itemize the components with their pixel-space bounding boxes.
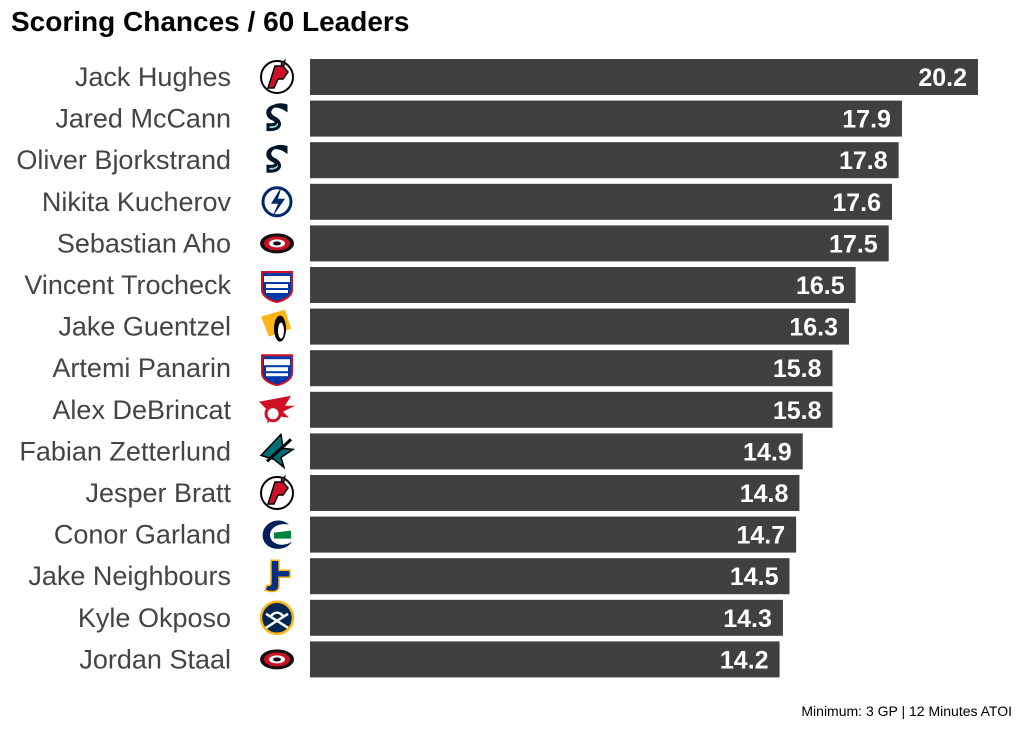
chart-caption: Minimum: 3 GP | 12 Minutes ATOI [801,703,1012,719]
data-label: 15.8 [773,397,822,425]
category-label: Jack Hughes [75,62,231,92]
chart-title: Scoring Chances / 60 Leaders [11,6,410,37]
category-label: Jordan Staal [79,644,231,674]
data-label: 14.3 [723,605,772,633]
category-label: Fabian Zetterlund [19,436,231,466]
rangers-logo [260,354,294,387]
sharks-logo [259,433,295,469]
bar [310,142,899,179]
bar [310,267,856,303]
data-label: 14.9 [743,438,792,466]
red-wings-logo [258,394,296,426]
data-label: 14.5 [730,563,779,591]
hurricanes-logo [260,649,294,670]
data-label: 17.8 [839,147,888,175]
lightning-logo [261,184,293,220]
bar [310,475,800,511]
data-label: 15.8 [773,355,822,383]
canucks-logo [262,520,292,549]
category-label: Alex DeBrincat [52,395,231,425]
data-label: 16.3 [789,314,838,342]
devils-logo [259,475,295,511]
bar [310,308,850,345]
bar [310,516,797,553]
blues-logo [264,559,291,593]
hurricanes-logo [260,233,294,254]
bar [310,225,889,262]
bar [310,100,902,137]
bar [310,558,790,595]
category-label: Jared McCann [55,104,231,134]
data-label: 20.2 [918,64,967,92]
category-label: Nikita Kucherov [42,187,232,217]
category-label: Conor Garland [54,520,231,550]
bar [310,641,780,678]
data-label: 14.7 [736,522,785,550]
bar [310,183,893,220]
category-label: Sebastian Aho [57,228,231,258]
bar [310,433,803,470]
bar [310,350,833,387]
penguins-logo [261,309,291,342]
kraken-logo [266,144,288,173]
bar [310,59,978,95]
category-label: Jake Neighbours [28,561,231,591]
category-label: Vincent Trocheck [24,270,231,300]
bar [310,599,783,636]
category-label: Jesper Bratt [85,478,231,508]
data-label: 17.5 [829,230,878,258]
sabres-logo [259,600,295,636]
bar-chart: Jack Hughes 20.2 Jared McCann 17.9 Oliver Bj… [16,59,978,678]
bar [310,391,833,428]
category-label: Jake Guentzel [58,312,231,342]
category-label: Kyle Okposo [78,603,231,633]
category-label: Artemi Panarin [52,353,231,383]
rangers-logo [260,270,294,303]
data-label: 17.9 [842,106,891,134]
data-label: 14.8 [740,480,789,508]
data-label: 17.6 [832,189,881,217]
data-label: 14.2 [720,646,769,674]
data-label: 16.5 [796,272,845,300]
kraken-logo [266,103,288,132]
devils-logo [259,59,295,95]
category-label: Oliver Bjorkstrand [16,145,231,175]
